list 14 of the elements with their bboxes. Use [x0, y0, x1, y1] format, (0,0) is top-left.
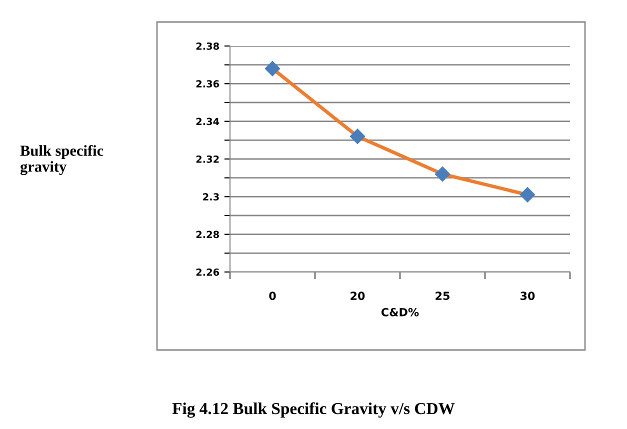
y-tick-label: 2.38 [196, 42, 219, 50]
x-tick-label: 25 [436, 292, 450, 300]
y-tick-label: 2.3 [203, 193, 219, 200]
text: Bulk specific gravity [20, 144, 104, 176]
x-axis-title: C&D% [381, 308, 419, 316]
text: Fig 4.12 Bulk Specific Gravity v/s CDW [172, 402, 455, 418]
y-tick-label: 2.34 [196, 118, 220, 126]
y-tick-label: 2.32 [196, 155, 219, 163]
y-tick-label: 2.26 [196, 268, 220, 276]
x-tick-label: 20 [350, 292, 365, 300]
x-tick-label: 30 [520, 292, 535, 300]
x-tick-label: 0 [269, 292, 276, 300]
y-tick-label: 2.28 [196, 230, 219, 238]
y-tick-label: 2.36 [196, 80, 220, 88]
